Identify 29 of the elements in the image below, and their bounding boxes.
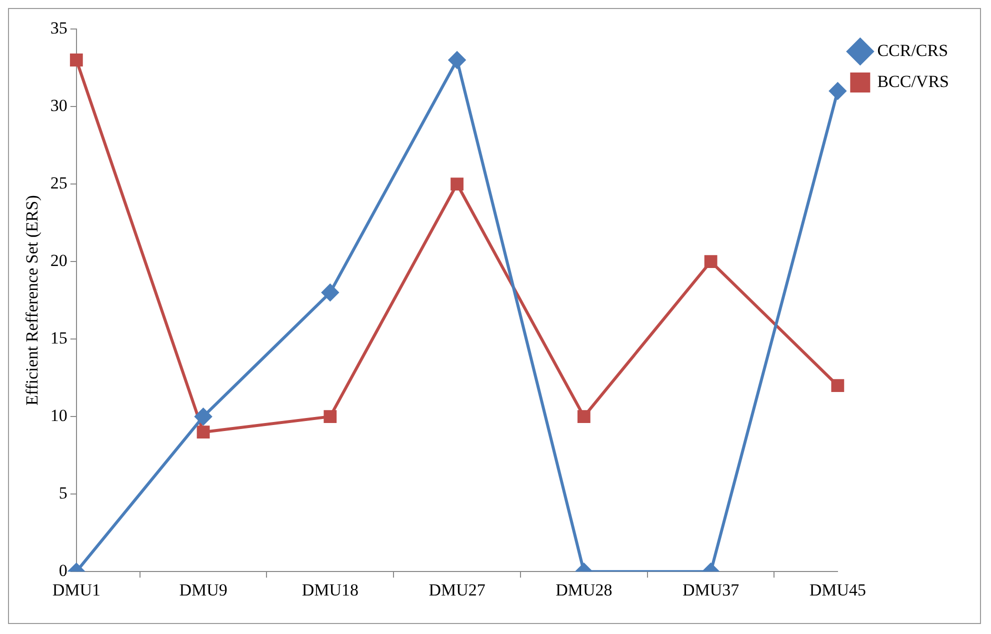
y-tick-label: 10: [50, 406, 68, 426]
x-tick-label: DMU9: [179, 580, 228, 600]
y-axis-title: Efficient Refference Set (ERS): [22, 195, 42, 406]
point: [450, 178, 464, 190]
y-tick-label: 5: [58, 484, 68, 503]
legend-label: BCC/VRS: [877, 72, 949, 91]
x-tick-label: DMU27: [428, 580, 486, 600]
point: [324, 410, 337, 424]
point: [448, 52, 466, 69]
x-tick-label: DMU45: [809, 580, 866, 600]
y-tick-label: 20: [50, 251, 68, 270]
point: [831, 379, 844, 392]
point: [577, 410, 590, 424]
legend-label: CCR/CRS: [877, 40, 948, 60]
point: [704, 255, 718, 268]
y-tick-label: 30: [50, 96, 68, 115]
y-tick-label: 35: [50, 18, 68, 38]
x-tick-label: DMU37: [682, 580, 740, 600]
y-tick-label: 15: [50, 328, 68, 348]
point: [196, 426, 210, 439]
point: [70, 54, 83, 66]
x-tick-label: DMU1: [52, 580, 100, 600]
y-tick-label: 0: [58, 561, 68, 580]
x-tick-label: DMU28: [556, 580, 612, 600]
point: [322, 284, 339, 302]
point: [194, 408, 212, 426]
y-tick-label: 25: [50, 173, 68, 192]
point: [829, 82, 846, 100]
x-tick-label: DMU18: [302, 580, 358, 600]
